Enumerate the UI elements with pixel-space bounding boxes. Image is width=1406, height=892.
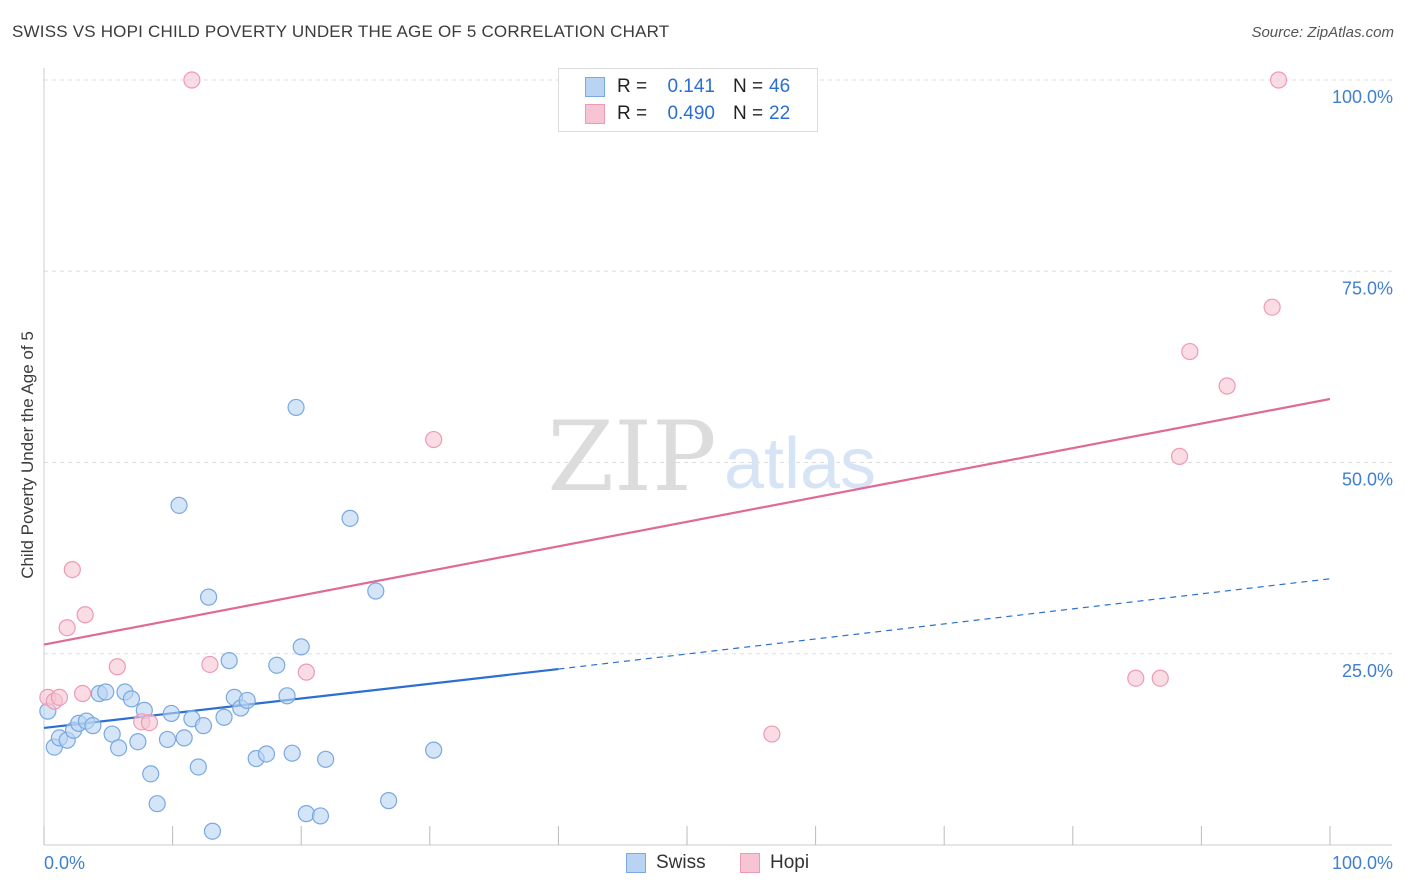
hopi-r-value: 0.490 [667, 103, 715, 124]
swiss-point-44 [380, 792, 398, 810]
chart-title: SWISS VS HOPI CHILD POVERTY UNDER THE AG… [12, 22, 670, 41]
swiss-point-24 [194, 717, 213, 735]
hopi-point-9 [140, 713, 159, 732]
series-legend: Swiss Hopi [0, 852, 1406, 878]
swiss-legend-label: Swiss [656, 852, 706, 873]
swiss-point-11 [109, 739, 128, 757]
swiss-legend-swatch [626, 853, 646, 873]
swiss-r-value: 0.141 [667, 76, 715, 97]
hopi-point-5 [73, 684, 92, 703]
swiss-point-25 [200, 588, 218, 606]
swiss-point-42 [341, 509, 359, 527]
swiss-n-value: 46 [769, 76, 791, 97]
swiss-point-41 [317, 750, 335, 768]
swiss-point-39 [297, 805, 315, 823]
legend-item-hopi[interactable]: Hopi [740, 852, 809, 874]
swiss-point-34 [268, 656, 286, 674]
legend-row-swiss: R = 0.141 N = 46 [585, 75, 790, 99]
hopi-point-3 [58, 619, 76, 637]
swiss-point-37 [287, 398, 305, 417]
y-tick-label-75: 75.0% [1342, 278, 1393, 298]
swiss-point-35 [278, 687, 296, 705]
hopi-n-label: N = [733, 103, 764, 124]
swiss-n-label: N = [733, 76, 764, 97]
hopi-point-16 [1151, 669, 1169, 687]
hopi-point-12 [297, 663, 315, 681]
trend-lines [43, 397, 1331, 730]
swiss-point-13 [122, 690, 141, 708]
gridlines [44, 79, 1392, 655]
swiss-point-40 [311, 807, 330, 825]
hopi-legend-label: Hopi [770, 852, 810, 873]
swiss-point-17 [148, 795, 166, 813]
hopi-r-label: R = [617, 103, 648, 124]
swiss-swatch [585, 77, 605, 97]
watermark-zip: ZIP [547, 401, 716, 513]
y-tick-label-25: 25.0% [1342, 661, 1393, 681]
watermark-atlas: atlas [724, 424, 876, 504]
legend-item-swiss[interactable]: Swiss [626, 852, 706, 874]
hopi-swatch [585, 104, 605, 124]
swiss-r-label: R = [617, 76, 648, 97]
swiss-point-9 [97, 683, 115, 701]
hopi-point-17 [1170, 447, 1189, 465]
tick-labels: 25.0% 50.0% 75.0% 100.0% 0.0% 100.0% [44, 87, 1393, 873]
hopi-point-7 [108, 658, 126, 676]
swiss-point-21 [175, 729, 193, 747]
swiss-trend-extension [558, 578, 1331, 670]
legend-row-hopi: R = 0.490 N = 22 [585, 102, 790, 126]
swiss-point-28 [220, 652, 238, 670]
swiss-point-38 [292, 638, 310, 656]
swiss-point-7 [84, 717, 102, 735]
swiss-point-14 [129, 733, 147, 751]
swiss-point-31 [238, 691, 256, 710]
hopi-point-21 [1269, 71, 1288, 89]
hopi-n-value: 22 [769, 103, 791, 124]
hopi-legend-swatch [740, 853, 760, 873]
hopi-point-19 [1218, 377, 1236, 395]
axes [43, 68, 1392, 846]
x-tick-label-100: 100.0% [1332, 853, 1393, 873]
swiss-point-45 [425, 741, 443, 759]
swiss-point-36 [283, 744, 301, 762]
swiss-point-33 [257, 745, 276, 763]
hopi-point-13 [425, 430, 443, 449]
y-tick-label-100: 100.0% [1332, 87, 1393, 107]
hopi-point-10 [183, 71, 201, 89]
swiss-point-43 [367, 582, 385, 600]
x-tick-label-0: 0.0% [44, 853, 85, 873]
swiss-point-18 [158, 730, 177, 749]
swiss-trend-line [43, 667, 559, 730]
swiss-point-20 [170, 496, 188, 514]
hopi-point-2 [50, 688, 69, 706]
hopi-point-11 [201, 655, 219, 674]
swiss-point-27 [215, 708, 233, 726]
data-points [39, 71, 1288, 840]
swiss-point-10 [103, 725, 121, 743]
hopi-point-14 [763, 725, 781, 743]
swiss-point-23 [189, 758, 207, 776]
swiss-point-16 [142, 765, 160, 783]
swiss-point-26 [203, 822, 222, 840]
stats-legend: R = 0.141 N = 46 R = 0.490 N = 22 [558, 68, 818, 132]
hopi-point-15 [1127, 669, 1145, 687]
hopi-trend-line [43, 397, 1331, 646]
y-tick-label-50: 50.0% [1342, 470, 1393, 490]
hopi-point-18 [1181, 342, 1199, 361]
swiss-point-19 [162, 704, 180, 723]
hopi-point-20 [1263, 298, 1281, 316]
hopi-point-4 [63, 560, 81, 579]
hopi-point-6 [76, 606, 94, 624]
chart-source: Source: ZipAtlas.com [1251, 24, 1394, 41]
